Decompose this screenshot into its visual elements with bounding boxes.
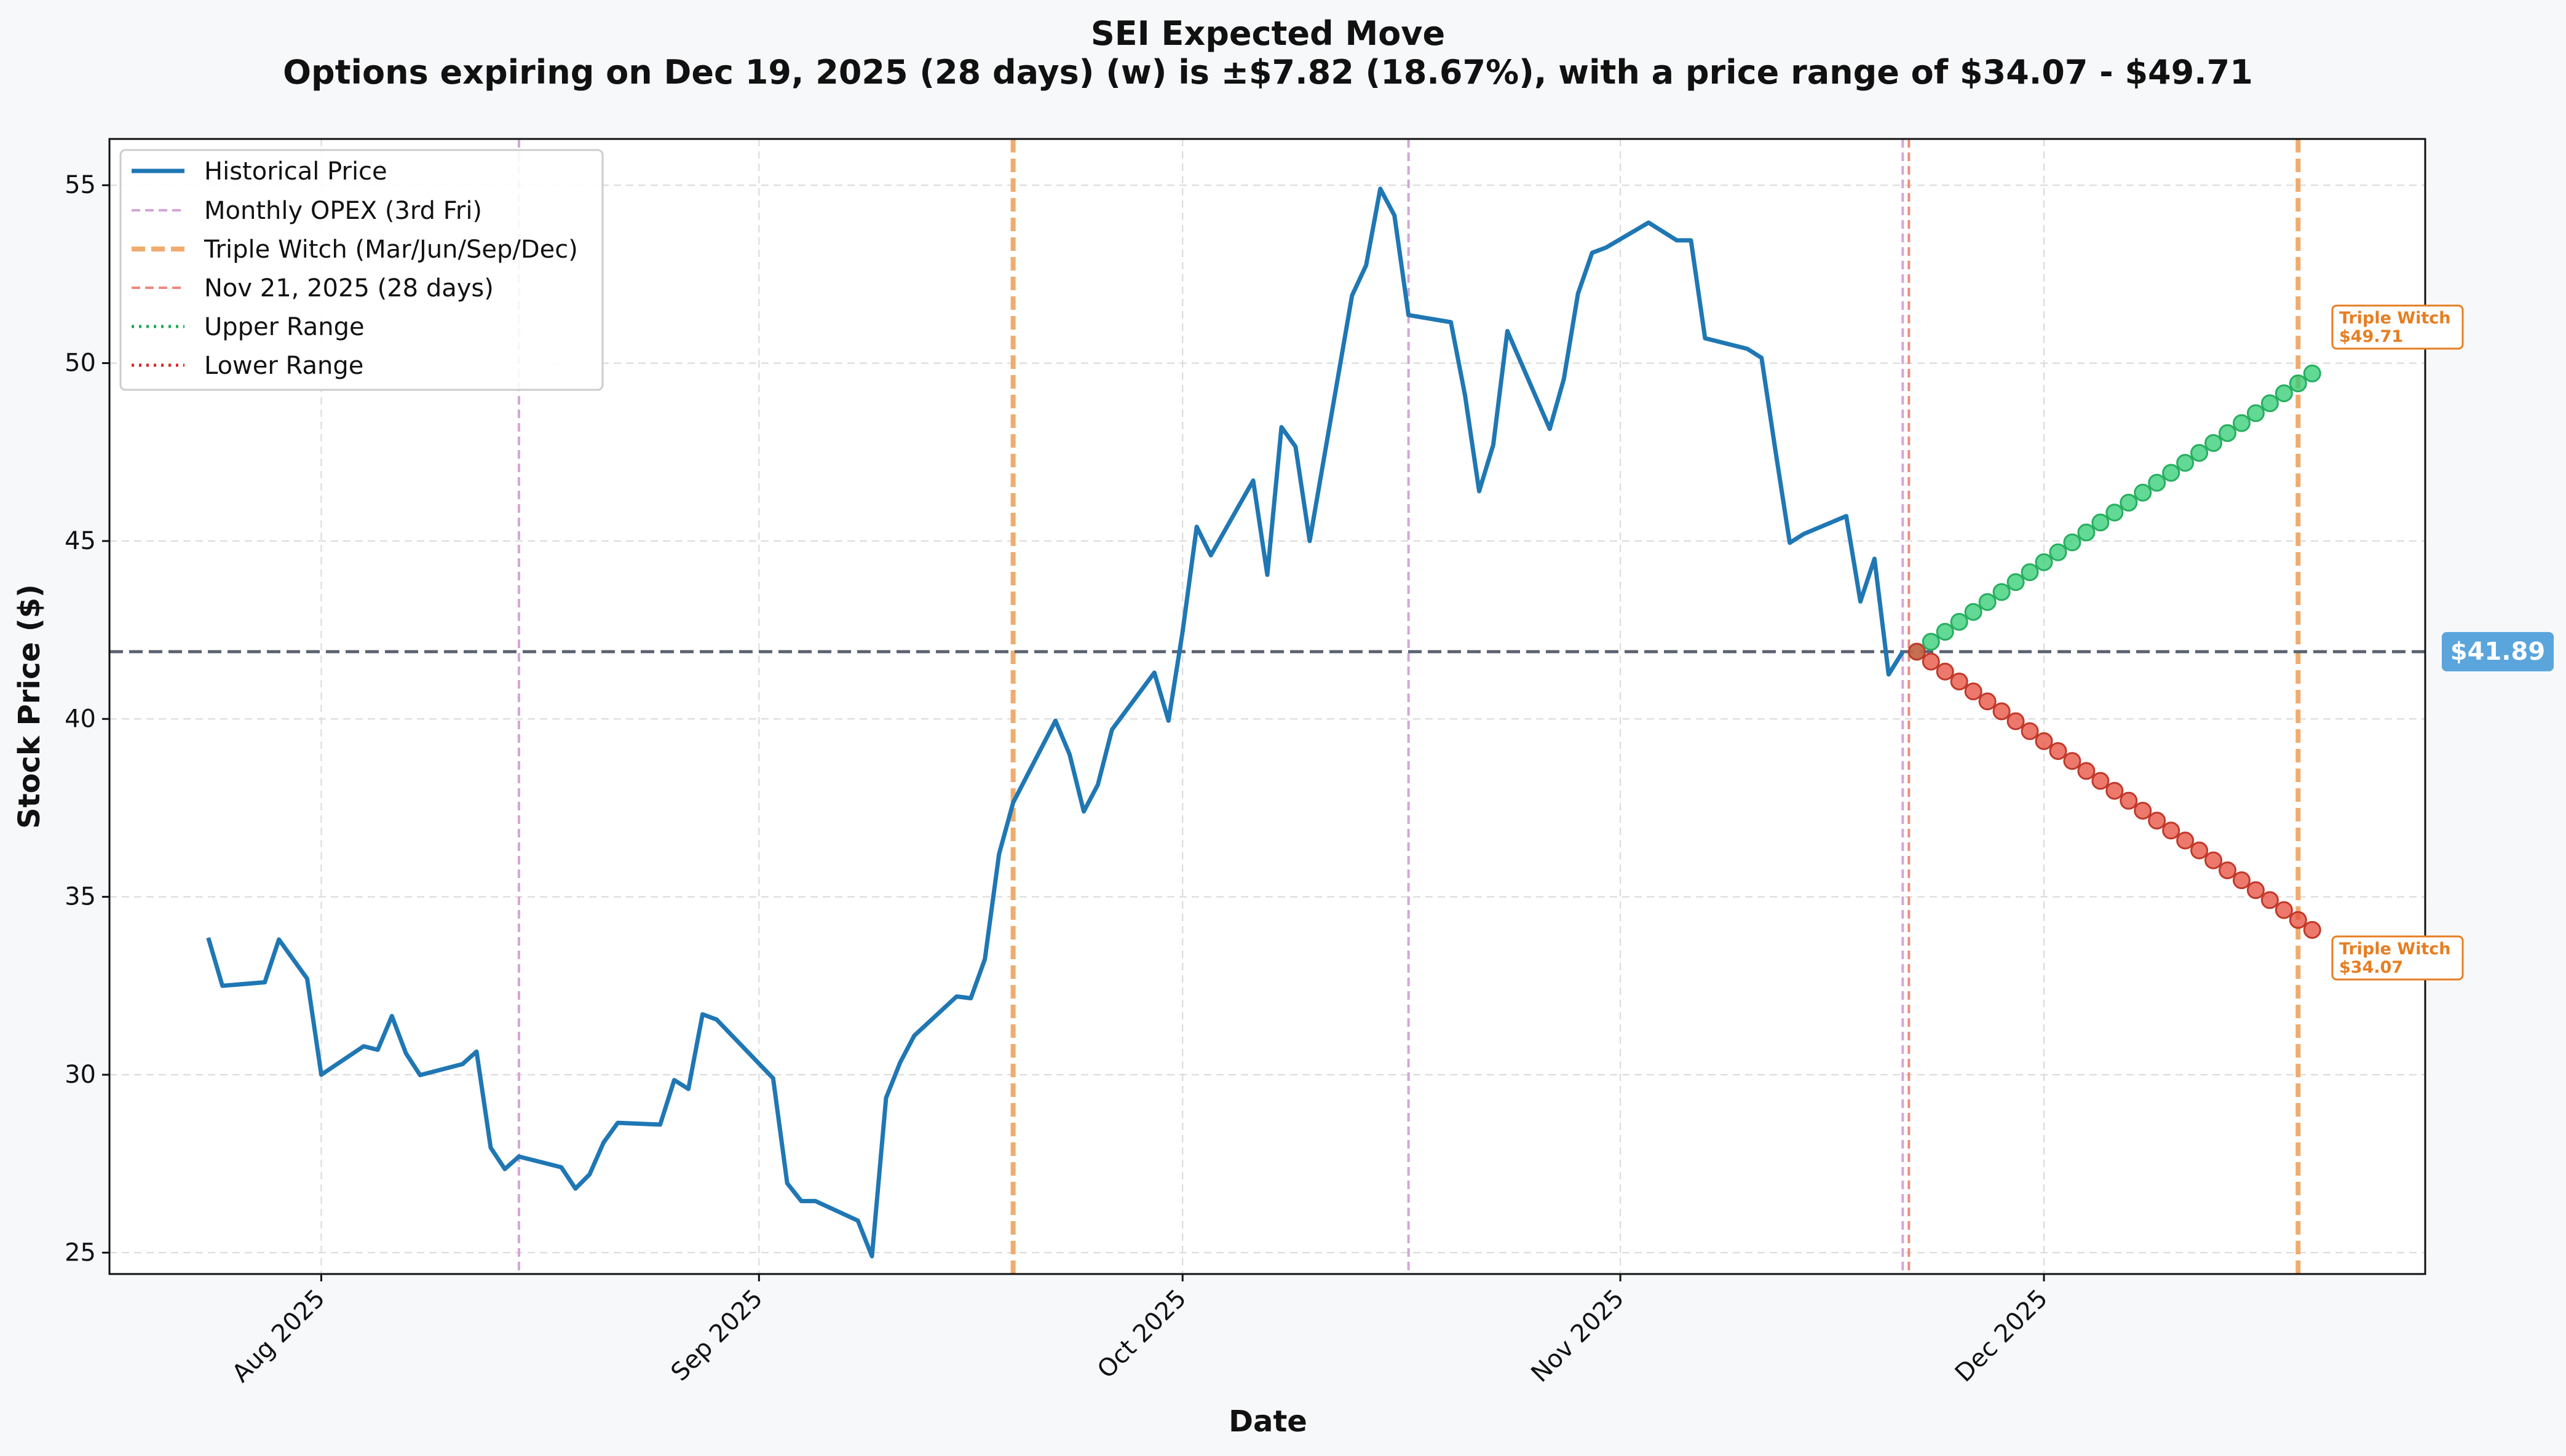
expiration-markers — [517, 139, 2301, 1274]
upper-range-point — [2063, 533, 2081, 552]
lower-range-point — [2120, 791, 2138, 810]
upper-range-point — [2176, 454, 2195, 472]
chart-title: SEI Expected Move — [1091, 14, 1445, 53]
annotation-upper-box — [2331, 304, 2464, 350]
upper-range-point — [1936, 623, 1954, 641]
plot-frame — [108, 138, 2426, 1275]
upper-range-point — [2289, 374, 2307, 393]
y-axis-label: Stock Price ($) — [12, 584, 47, 829]
lower-range-point — [2204, 851, 2223, 869]
x-axis-label: Date — [1229, 1404, 1307, 1439]
upper-range-point — [2148, 473, 2166, 492]
lower-range-point — [2190, 841, 2209, 860]
annotation-upper: Triple Witch $49.71 — [2331, 304, 2464, 350]
upper-range-point — [2204, 433, 2223, 452]
chart-subtitle: Options expiring on Dec 19, 2025 (28 day… — [283, 53, 2253, 92]
current-price-badge-bg — [2442, 631, 2554, 671]
legend-label-historical: Historical Price — [204, 157, 387, 186]
annotation-lower-value: $34.07 — [2339, 958, 2403, 977]
upper-range-point — [2162, 464, 2180, 482]
upper-range-point — [2105, 504, 2124, 522]
annotation-upper-value: $49.71 — [2339, 327, 2403, 346]
lower-range-point — [2021, 722, 2039, 740]
upper-range-point — [2021, 563, 2039, 582]
annotation-lower-title: Triple Witch — [2339, 940, 2451, 959]
lower-range-point — [2260, 891, 2279, 909]
annotation-lower-box — [2331, 935, 2464, 981]
current-price-label: $41.89 — [2450, 638, 2545, 666]
y-tick-label: 30 — [65, 1061, 96, 1089]
lower-range-point — [2063, 752, 2081, 770]
lower-range-point — [2006, 712, 2025, 730]
legend-label-today: Nov 21, 2025 (28 days) — [204, 274, 494, 303]
lower-range-point — [1950, 672, 1968, 690]
current-price-badge: $41.89 — [2442, 631, 2554, 671]
upper-range-point — [2275, 384, 2293, 403]
upper-range-point — [2091, 513, 2110, 532]
lower-range-point — [1936, 662, 1954, 681]
lower-range-point — [1964, 682, 1982, 701]
x-tick-label: Oct 2025 — [1092, 1284, 1192, 1384]
y-tick-label: 50 — [65, 349, 96, 378]
annotation-upper-title: Triple Witch — [2339, 309, 2451, 328]
lower-range-point — [2176, 831, 2195, 850]
lower-range-point — [2091, 772, 2110, 790]
x-tick-label: Aug 2025 — [227, 1284, 331, 1388]
lower-range-point — [2219, 861, 2237, 879]
y-tick-label: 45 — [65, 527, 96, 555]
lower-range-point — [2105, 781, 2124, 800]
upper-range-point — [2077, 523, 2096, 542]
lower-range-point — [2148, 812, 2166, 830]
upper-range-point — [2246, 404, 2265, 422]
lower-range-point — [2049, 742, 2067, 761]
lower-range-point — [1907, 643, 1926, 661]
lower-range-point — [1922, 652, 1940, 671]
upper-range-point — [2190, 444, 2209, 462]
lower-range-point — [2134, 801, 2152, 820]
lower-range-point — [2077, 762, 2096, 780]
upper-range-point — [2232, 414, 2251, 432]
legend: Historical Price Monthly OPEX (3rd Fri) … — [119, 149, 604, 391]
upper-range-point — [1922, 633, 1940, 651]
upper-range-point — [2260, 394, 2279, 413]
y-tick-label: 35 — [65, 883, 96, 911]
x-tick-label: Dec 2025 — [1950, 1284, 2053, 1388]
annotation-lower: Triple Witch $34.07 — [2331, 935, 2464, 981]
upper-range-point — [2134, 483, 2152, 502]
lower-range-point — [2246, 881, 2265, 900]
x-tick-label: Sep 2025 — [666, 1284, 769, 1387]
upper-range-point — [2219, 424, 2237, 442]
lower-range-point — [1992, 702, 2011, 721]
lower-range-point — [2289, 911, 2307, 929]
x-axis-ticks: Aug 2025 Sep 2025 Oct 2025 Nov 2025 Dec 2025 — [227, 1274, 2053, 1388]
y-tick-label: 55 — [65, 171, 96, 199]
upper-range-point — [1964, 603, 1982, 621]
upper-range-point — [2006, 573, 2025, 592]
legend-label-triple-witch: Triple Witch (Mar/Jun/Sep/Dec) — [204, 235, 578, 264]
lower-range-point — [2275, 901, 2293, 919]
lower-range-point — [2035, 732, 2053, 750]
upper-range-point — [2120, 493, 2138, 512]
lower-range-point — [1978, 692, 1997, 711]
upper-range-point — [1950, 612, 1968, 631]
lower-range-point — [2232, 871, 2251, 890]
y-axis-ticks: 25 30 35 40 45 50 55 — [65, 171, 109, 1267]
projection-markers — [1907, 364, 2321, 939]
upper-range-point — [2049, 543, 2067, 561]
upper-range-point — [1978, 593, 1997, 611]
upper-range-point — [2303, 364, 2321, 382]
x-tick-label: Nov 2025 — [1526, 1284, 1629, 1388]
legend-label-lower: Lower Range — [204, 352, 363, 380]
lower-range-point — [2162, 821, 2180, 840]
legend-box — [119, 149, 604, 391]
upper-range-point — [1992, 583, 2011, 601]
lower-range-point — [2303, 920, 2321, 939]
y-tick-label: 25 — [65, 1238, 96, 1267]
upper-range-point — [2035, 553, 2053, 571]
historical-price-line — [206, 186, 1905, 1259]
legend-label-opex: Monthly OPEX (3rd Fri) — [204, 197, 482, 225]
y-tick-label: 40 — [65, 705, 96, 733]
legend-label-upper: Upper Range — [204, 313, 365, 341]
